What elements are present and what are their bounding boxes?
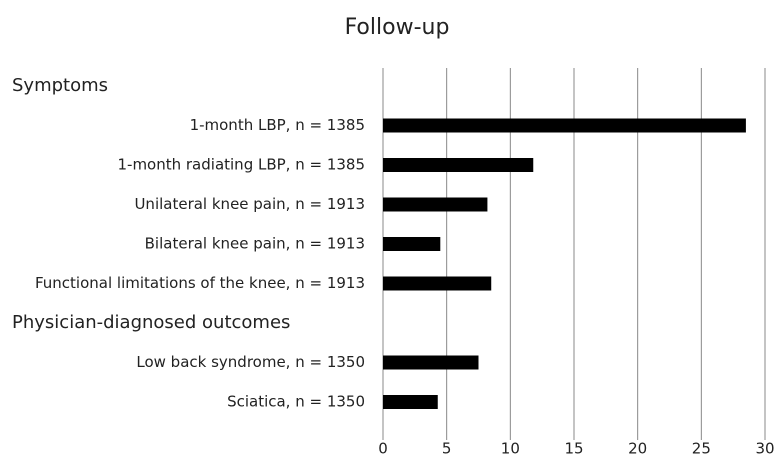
chart-title: Follow-up [345,15,450,40]
x-tick-label: 5 [442,440,452,455]
x-tick-label: 15 [564,440,583,455]
x-tick-label: 0 [378,440,388,455]
y-tick-label: 1-month radiating LBP, n = 1385 [117,156,365,174]
y-tick-label: Bilateral knee pain, n = 1913 [145,235,365,253]
x-tick-label: 30 [755,440,774,455]
bar [383,197,488,212]
y-tick-label: Unilateral knee pain, n = 1913 [134,195,365,213]
bar [383,355,479,370]
x-tick-label: 20 [628,440,647,455]
group-header: Symptoms [12,75,108,96]
bar [383,395,438,409]
y-tick-label: 1-month LBP, n = 1385 [190,116,365,134]
bar [383,158,534,172]
bar [383,237,441,251]
x-tick-label: 25 [692,440,711,455]
bar [383,276,492,291]
y-tick-label: Sciatica, n = 1350 [227,393,365,411]
y-tick-label: Low back syndrome, n = 1350 [136,353,365,371]
bar [383,118,746,133]
x-tick-label: 10 [501,440,520,455]
y-tick-label: Functional limitations of the knee, n = … [35,274,365,292]
group-header: Physician-diagnosed outcomes [12,312,290,333]
